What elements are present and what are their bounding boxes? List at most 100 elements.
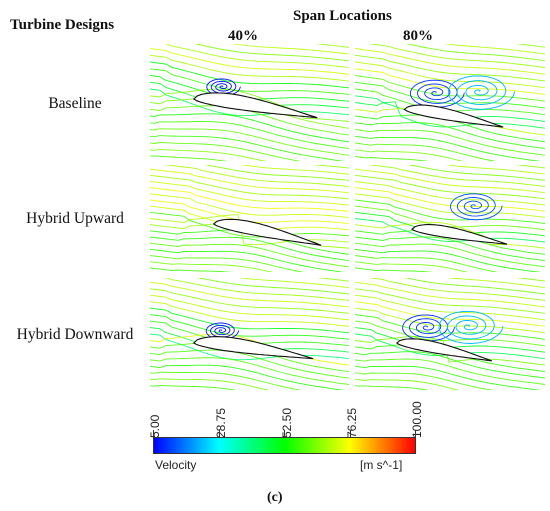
- column-header-80: 80%: [403, 28, 433, 44]
- streamline: [196, 278, 349, 295]
- streamline: [163, 278, 349, 301]
- streamline: [150, 384, 237, 390]
- streamline: [150, 142, 301, 161]
- row-label-baseline: Baseline: [48, 95, 102, 112]
- colorbar-tick-mark: [218, 430, 220, 437]
- streamline: [150, 378, 270, 390]
- streamline: [355, 365, 542, 390]
- streamline: [150, 88, 349, 122]
- streamline: [355, 187, 545, 212]
- streamline: [355, 221, 545, 249]
- streamline: [355, 61, 545, 89]
- streamline: [355, 314, 545, 340]
- streamline: [355, 320, 545, 347]
- colorbar-unit-label: [m s^-1]: [360, 458, 403, 472]
- streamline-panel-upward-80: [355, 165, 545, 272]
- streamline: [355, 385, 430, 390]
- streamline: [355, 156, 429, 161]
- turbine-designs-title: Turbine Designs: [10, 17, 115, 33]
- airfoil-section: [212, 218, 322, 246]
- span-locations-title: Span Locations: [293, 8, 392, 24]
- streamline: [150, 48, 349, 75]
- streamline: [405, 44, 545, 62]
- streamline: [150, 267, 233, 272]
- airfoil-section: [403, 104, 504, 128]
- streamline: [150, 68, 349, 95]
- colorbar-tick-mark: [415, 430, 416, 437]
- streamline: [355, 281, 545, 308]
- streamline: [355, 267, 434, 272]
- streamline: [150, 61, 349, 89]
- airfoil-section: [192, 92, 318, 119]
- streamline: [355, 149, 464, 161]
- streamline: [150, 364, 345, 390]
- streamline-plot: [355, 165, 545, 272]
- streamline: [150, 349, 349, 379]
- streamline-panel-downward-40: [150, 278, 349, 390]
- streamline: [150, 135, 345, 161]
- streamline: [150, 148, 266, 161]
- streamline: [403, 278, 545, 295]
- vortex: [206, 78, 241, 97]
- streamline-panel-downward-80: [355, 278, 545, 390]
- streamline: [355, 307, 545, 334]
- streamline: [355, 54, 545, 82]
- streamline-panel-upward-40: [150, 165, 349, 272]
- airfoil-section: [395, 338, 493, 362]
- streamline: [355, 261, 469, 272]
- row-label-hybrid-upward: Hybrid Upward: [26, 210, 124, 227]
- streamline: [355, 81, 545, 109]
- streamline: [355, 336, 545, 366]
- streamline: [231, 44, 349, 55]
- vortex: [409, 79, 465, 108]
- streamline: [150, 174, 349, 200]
- velocity-colorbar: [153, 437, 416, 454]
- streamline: [368, 44, 545, 68]
- vortex: [205, 322, 240, 340]
- streamline: [444, 165, 545, 175]
- streamline: [355, 101, 545, 129]
- vortex: [450, 193, 503, 221]
- streamline: [150, 236, 349, 262]
- colorbar-tick-marks: [153, 430, 416, 437]
- streamline-plot: [150, 44, 349, 161]
- streamline: [150, 248, 345, 272]
- streamline: [240, 165, 349, 175]
- vortex: [402, 314, 456, 342]
- streamline: [193, 44, 349, 62]
- figure-caption: (c): [267, 490, 283, 505]
- streamline: [238, 278, 349, 289]
- column-header-40: 40%: [228, 28, 258, 44]
- streamline: [150, 307, 349, 334]
- streamline: [355, 174, 545, 200]
- streamline: [355, 168, 545, 194]
- streamline: [355, 358, 545, 385]
- streamline: [150, 214, 349, 246]
- streamline-panel-baseline-40: [150, 44, 349, 161]
- colorbar-tick-mark: [153, 430, 154, 437]
- streamline: [355, 288, 545, 314]
- streamline: [150, 88, 349, 117]
- streamline: [163, 165, 349, 188]
- streamline: [150, 301, 349, 327]
- streamline: [367, 165, 545, 187]
- streamline: [150, 121, 349, 149]
- streamline: [150, 294, 349, 321]
- colorbar-variable-label: Velocity: [155, 458, 197, 472]
- colorbar-tick-mark: [349, 430, 351, 437]
- vortex: [438, 310, 504, 344]
- streamline: [150, 255, 305, 272]
- streamline: [355, 48, 545, 75]
- streamline: [150, 281, 349, 308]
- streamline: [355, 378, 460, 390]
- streamline-plot: [355, 44, 545, 161]
- streamline-plot: [150, 278, 349, 390]
- streamline: [204, 165, 349, 181]
- streamline: [355, 193, 545, 218]
- streamline: [150, 155, 228, 161]
- streamline: [150, 211, 349, 238]
- streamline: [150, 357, 349, 385]
- colorbar-tick-mark: [284, 430, 285, 437]
- streamline: [355, 248, 542, 272]
- streamline: [150, 168, 349, 194]
